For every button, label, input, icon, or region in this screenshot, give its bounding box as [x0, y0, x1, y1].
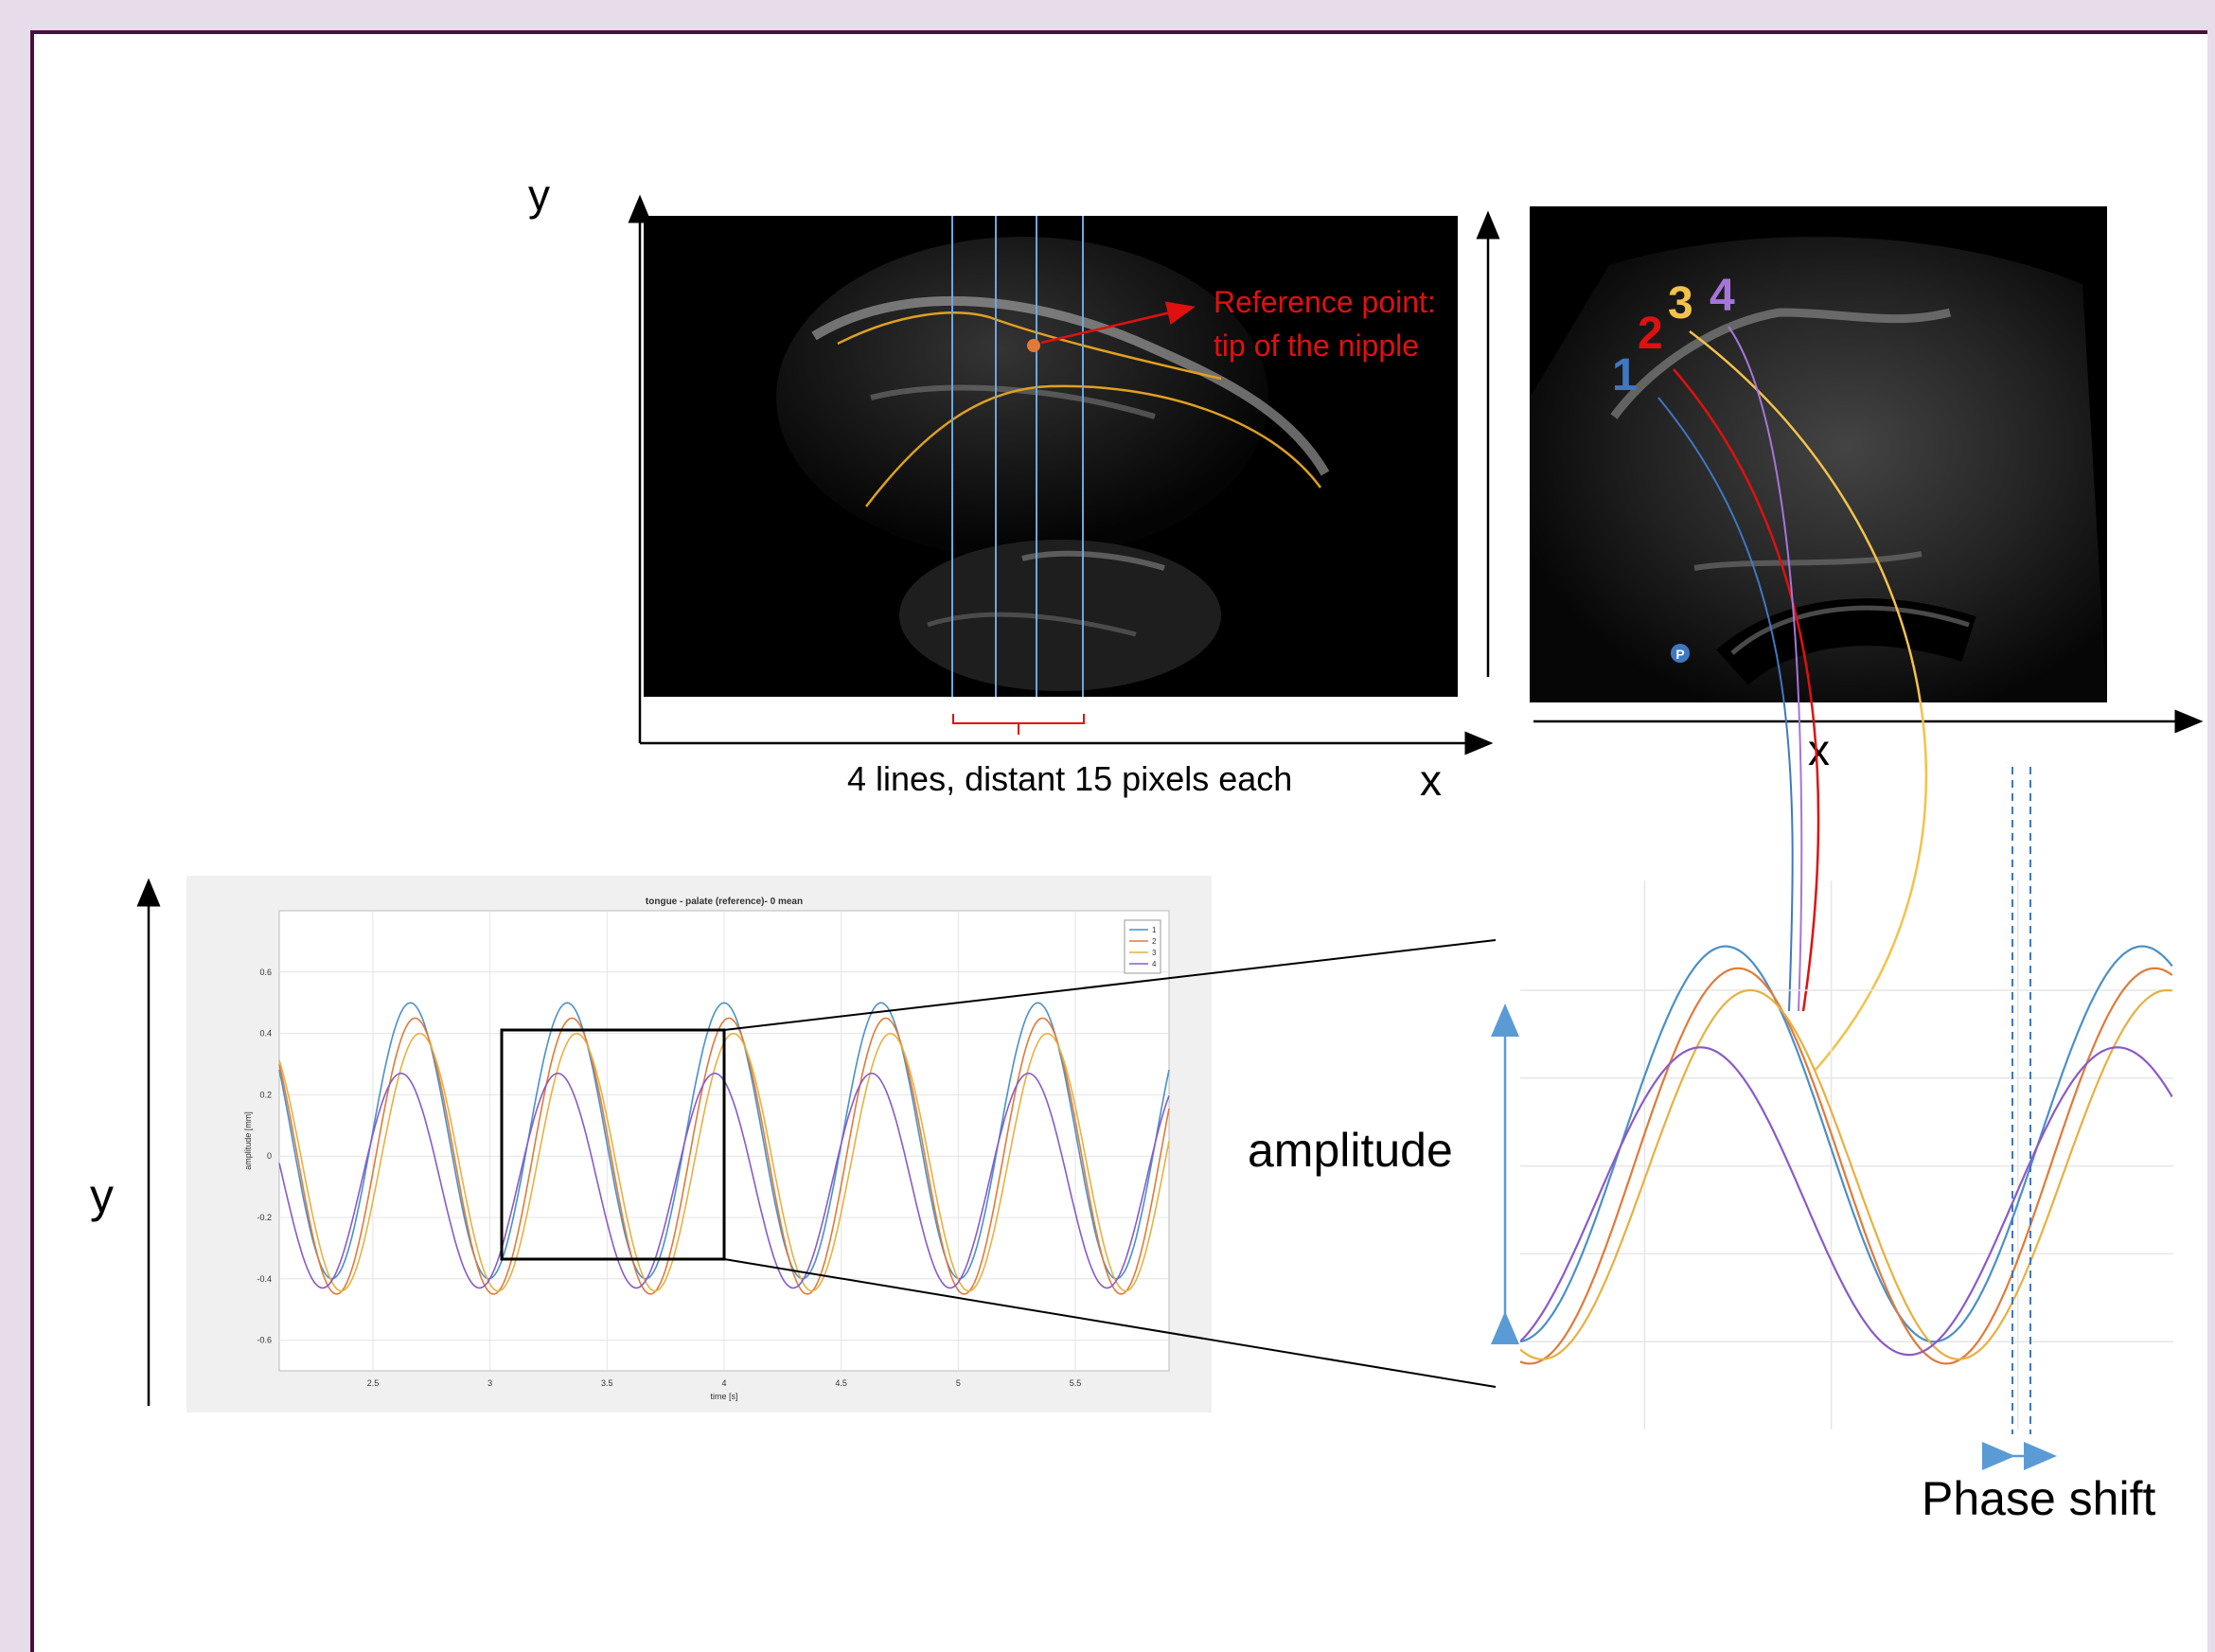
chart-title: tongue - palate (reference)- 0 mean — [646, 897, 803, 907]
chart-y-tick-label: 0.2 — [259, 1090, 272, 1099]
zoom-series-line-4 — [1520, 1046, 2173, 1357]
chart-outer-y-label: y — [90, 1169, 114, 1222]
connector-line-1 — [1657, 397, 1794, 1012]
connector-line-3 — [1689, 330, 1927, 1071]
tongue-contour-lower — [865, 384, 1322, 507]
chart-legend-label-3: 3 — [1152, 949, 1157, 957]
chart-x-tick-label: 4.5 — [835, 1378, 847, 1388]
chart-x-tick-label: 4 — [721, 1378, 726, 1388]
chart-y-tick-label: 0 — [267, 1151, 272, 1161]
reference-label-line2: tip of the nipple — [1214, 329, 1419, 363]
amplitude-label: amplitude — [1248, 1124, 1453, 1177]
zoom-connector-bottom — [723, 1258, 1497, 1388]
zoom-series-line-1 — [1520, 945, 2173, 1343]
chart-x-tick-label: 5.5 — [1070, 1378, 1082, 1388]
top-y-label: y — [528, 170, 550, 220]
top-x-label: x — [1420, 755, 1442, 805]
top-ultrasound-panel: Reference point: tip of the nipple y x 4… — [528, 170, 1500, 805]
chart-legend-label-1: 1 — [1152, 926, 1157, 934]
right-x-label: x — [1808, 725, 1830, 774]
lines-caption: 4 lines, distant 15 pixels each — [847, 759, 1292, 798]
chart-y-tick-label: -0.2 — [257, 1213, 272, 1222]
chart-ylabel: amplitude [mm] — [243, 1111, 253, 1170]
connector-line-2 — [1673, 368, 1820, 1012]
chart-legend-label-4: 4 — [1152, 960, 1157, 968]
probe-marker — [1671, 644, 1690, 663]
chart-x-tick-label: 2.5 — [367, 1378, 380, 1388]
line-connectors — [1657, 326, 1927, 1071]
chart-x-tick-label: 5 — [956, 1378, 961, 1388]
probe-marker-label: P — [1675, 647, 1684, 662]
chart-legend: 1 2 3 4 — [1124, 919, 1161, 974]
zoom-connector-top — [723, 939, 1497, 1031]
reference-arrow — [1040, 301, 1196, 345]
line-number-3: 3 — [1668, 278, 1693, 329]
chart-series-line-2 — [278, 1017, 1170, 1295]
tongue-contour-upper — [837, 311, 1222, 381]
chart-legend-label-2: 2 — [1152, 937, 1157, 946]
line-number-4: 4 — [1710, 271, 1735, 321]
chart-x-tick-label: 3.5 — [601, 1378, 613, 1388]
zoom-series — [1520, 945, 2173, 1365]
reference-label-line1: Reference point: — [1214, 285, 1436, 319]
zoomed-plot: amplitude Phase shift — [1248, 767, 2173, 1525]
line-number-1: 1 — [1612, 350, 1638, 400]
phase-shift-label: Phase shift — [1922, 1472, 2155, 1525]
zoom-series-line-2 — [1520, 967, 2173, 1365]
chart-xlabel: time [s] — [710, 1392, 737, 1401]
chart-x-tick-label: 3 — [487, 1378, 492, 1388]
reference-point-marker — [1027, 339, 1040, 352]
chart-ticks: 2.5 3 3.5 4 4.5 5 5.5 0.6 0.4 0.2 0 -0.2 -0.4 -0.6 — [257, 968, 1081, 1388]
chart-y-tick-label: 0.6 — [259, 968, 272, 977]
right-ultrasound-panel: P 1 2 3 4 x — [1530, 206, 2204, 774]
chart-panel: tongue - palate (reference)- 0 mean time… — [90, 876, 1497, 1412]
chart-y-tick-label: 0.4 — [259, 1029, 272, 1039]
zoom-series-line-3 — [1520, 988, 2172, 1360]
chart-y-tick-label: -0.4 — [257, 1274, 272, 1284]
line-spacing-brace — [952, 714, 1085, 735]
connector-line-4 — [1728, 326, 1803, 1012]
line-number-2: 2 — [1638, 309, 1663, 359]
zoom-grid — [1520, 880, 2173, 1430]
zoom-region-box — [500, 1028, 726, 1261]
chart-y-tick-label: -0.6 — [257, 1336, 272, 1345]
